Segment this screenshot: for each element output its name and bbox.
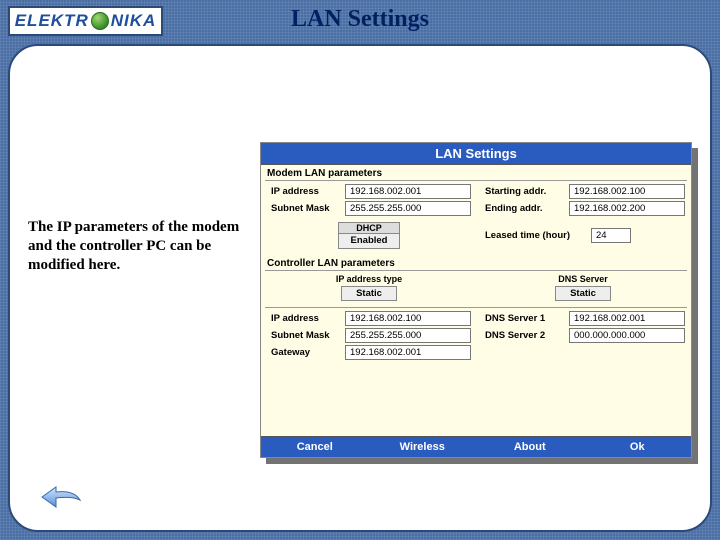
modem-params-row: IP address 192.168.002.001 Subnet Mask 2… [261, 184, 691, 218]
dns2-label: DNS Server 2 [481, 328, 569, 343]
dns-mode-toggle[interactable]: Static [555, 286, 611, 301]
panel-title: LAN Settings [261, 143, 691, 165]
starting-addr-field[interactable]: 192.168.002.100 [569, 184, 685, 199]
ip-type-label: IP address type [267, 274, 471, 284]
settings-panel-wrap: LAN Settings Modem LAN parameters IP add… [260, 142, 692, 458]
subnet-mask-label: Subnet Mask [267, 201, 345, 216]
dhcp-toggle[interactable]: DHCP Enabled [338, 222, 401, 249]
controller-type-row: IP address type Static DNS Server Static [261, 274, 691, 301]
dhcp-state: Enabled [351, 235, 388, 246]
ctrl-gw-field[interactable]: 192.168.002.001 [345, 345, 471, 360]
ip-type-toggle[interactable]: Static [341, 286, 397, 301]
ctrl-ip-field[interactable]: 192.168.002.100 [345, 311, 471, 326]
ip-address-field[interactable]: 192.168.002.001 [345, 184, 471, 199]
starting-addr-label: Starting addr. [481, 184, 569, 199]
wireless-button[interactable]: Wireless [369, 441, 477, 453]
dhcp-row: DHCP Enabled Leased time (hour) 24 [261, 218, 691, 251]
button-bar: Cancel Wireless About Ok [261, 436, 691, 457]
description-text: The IP parameters of the modem and the c… [28, 218, 258, 274]
content-panel: The IP parameters of the modem and the c… [8, 44, 712, 532]
back-button[interactable] [40, 484, 84, 510]
controller-params-row: IP address 192.168.002.100 Subnet Mask 2… [261, 311, 691, 362]
divider [265, 180, 687, 181]
divider [265, 270, 687, 271]
ip-address-label: IP address [267, 184, 345, 199]
dns1-label: DNS Server 1 [481, 311, 569, 326]
ctrl-mask-field[interactable]: 255.255.255.000 [345, 328, 471, 343]
about-button[interactable]: About [476, 441, 584, 453]
modem-section-label: Modem LAN parameters [261, 165, 691, 180]
ok-button[interactable]: Ok [584, 441, 692, 453]
ctrl-ip-label: IP address [267, 311, 345, 326]
ending-addr-field[interactable]: 192.168.002.200 [569, 201, 685, 216]
ctrl-mask-label: Subnet Mask [267, 328, 345, 343]
dhcp-label: DHCP [339, 223, 400, 234]
ending-addr-label: Ending addr. [481, 201, 569, 216]
ctrl-gw-label: Gateway [267, 345, 345, 360]
dns1-field[interactable]: 192.168.002.001 [569, 311, 685, 326]
settings-panel: LAN Settings Modem LAN parameters IP add… [260, 142, 692, 458]
controller-section-label: Controller LAN parameters [261, 255, 691, 270]
divider [265, 307, 687, 308]
lease-field[interactable]: 24 [591, 228, 631, 243]
page-title: LAN Settings [0, 6, 720, 33]
dns2-field[interactable]: 000.000.000.000 [569, 328, 685, 343]
dns-server-label: DNS Server [481, 274, 685, 284]
subnet-mask-field[interactable]: 255.255.255.000 [345, 201, 471, 216]
lease-label: Leased time (hour) [481, 228, 591, 243]
cancel-button[interactable]: Cancel [261, 441, 369, 453]
